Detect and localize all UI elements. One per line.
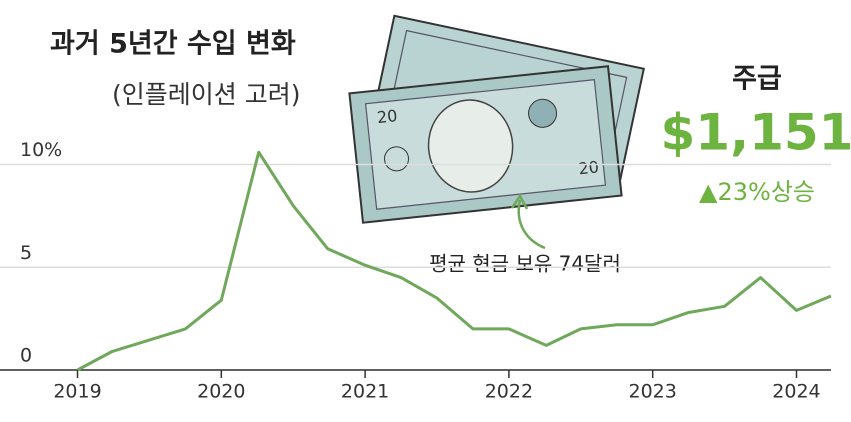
callout-value: $1,151 — [661, 104, 851, 162]
annotation: 평균 현금 보유 74달러 — [429, 252, 621, 276]
x-tick-label: 2024 — [772, 381, 820, 403]
money-illustration: 20 20 — [348, 14, 645, 250]
x-tick-label: 2023 — [629, 381, 677, 403]
callout-label: 주급 — [732, 64, 782, 95]
x-tick-label: 2019 — [53, 381, 101, 403]
svg-text:20: 20 — [578, 157, 600, 178]
data-line — [76, 150, 832, 372]
svg-text:20: 20 — [376, 106, 398, 127]
x-tick-label: 2022 — [485, 381, 533, 403]
chart-subtitle: (인플레이션 고려) — [112, 80, 300, 109]
chart-title: 과거 5년간 수입 변화 — [50, 29, 296, 60]
y-tick-label: 0 — [20, 345, 32, 367]
y-tick-label: 5 — [20, 242, 32, 264]
x-tick-label: 2020 — [197, 381, 245, 403]
callout-change: ▲23%상승 — [699, 178, 815, 206]
y-tick-label: 10% — [20, 139, 62, 161]
x-tick-label: 2021 — [341, 381, 389, 403]
